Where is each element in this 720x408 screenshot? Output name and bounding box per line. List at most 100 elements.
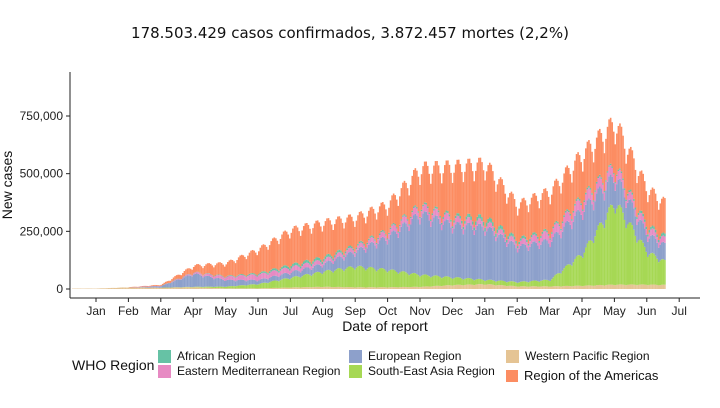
bar-segment [220,286,223,289]
bar-segment [261,271,263,274]
bar-segment [439,217,441,224]
bar-segment [533,193,536,233]
bar-segment [372,287,375,289]
bar-segment [490,164,493,219]
bar-segment [315,220,317,258]
bar-segment [178,279,181,288]
bar-segment [597,285,600,289]
bar-segment [498,280,500,286]
bar-segment [347,246,350,249]
bar-segment [557,232,559,274]
bar-segment [298,231,300,265]
bar-segment [619,204,621,285]
bar-segment [597,188,600,226]
bar-segment [560,238,562,274]
bar-segment [451,226,454,229]
bar-segment [209,287,212,289]
bar-segment [643,221,646,229]
bar-segment [214,288,217,289]
bar-segment [264,271,266,273]
bar-segment [109,287,111,289]
bar-segment [572,221,575,263]
bar-segment [214,275,217,279]
bar-segment [640,210,643,214]
bar-segment [217,275,220,278]
bar-segment [602,193,604,225]
bar-segment [526,242,528,248]
bar-segment [313,272,316,287]
bar-segment [423,274,426,287]
bar-segment [209,263,212,274]
bar-segment [561,223,564,232]
bar-segment [487,279,489,285]
bar-segment [293,262,296,266]
bar-segment [182,273,184,278]
bar-segment [495,236,497,242]
bar-segment [247,288,249,289]
bar-segment [163,284,166,288]
bar-segment [313,286,316,289]
bar-segment [453,285,455,289]
bar-segment [425,202,427,205]
bar-segment [138,287,141,289]
x-tick-label: Jul [283,304,298,318]
bar-segment [310,233,313,264]
bar-segment [457,284,460,289]
bar-segment [640,220,643,241]
bar-segment [281,287,283,289]
bar-segment [537,286,539,289]
bar-segment [307,263,310,268]
bar-segment [299,266,302,269]
bar-segment [209,276,212,287]
bar-segment [237,285,240,289]
bar-segment [214,286,217,289]
bar-segment [200,287,203,289]
bar-segment [653,235,655,254]
bar-segment [513,199,516,237]
bar-segment [656,284,658,289]
bar-segment [375,271,378,288]
bar-segment [461,172,463,221]
bar-segment [581,257,584,287]
bar-segment [594,201,596,237]
bar-segment [223,286,226,289]
bar-segment [595,137,598,182]
bar-segment [620,181,623,208]
bar-segment [261,278,263,284]
bar-segment [623,189,626,198]
bar-segment [504,234,507,238]
bar-segment [467,213,469,218]
bar-segment [273,287,276,289]
bar-segment [664,198,666,234]
bar-segment [585,194,587,205]
x-tick-label: Jan [86,304,105,318]
bar-segment [563,226,565,269]
bar-segment [265,282,268,289]
bar-segment [361,213,364,242]
bar-segment [368,267,370,288]
bar-segment [530,237,533,244]
bar-segment [206,286,209,288]
bar-segment [529,246,531,282]
bar-segment [171,282,173,288]
bar-segment [645,191,648,227]
bar-segment [557,286,559,289]
bar-segment [358,287,361,289]
bar-segment [144,285,147,287]
bar-segment [129,287,131,289]
bar-segment [402,286,404,289]
bar-segment [513,239,516,245]
x-tick-label: Apr [184,304,203,318]
bar-segment [320,259,322,263]
bar-segment [470,216,472,220]
bar-segment [385,240,387,271]
bar-segment [202,287,204,288]
bar-segment [327,260,330,270]
bar-segment [361,266,364,288]
bar-segment [406,287,409,289]
bar-segment [575,211,578,257]
bar-segment [574,259,576,286]
bar-segment [527,250,530,283]
bar-segment [324,270,327,287]
bar-segment [636,183,638,218]
